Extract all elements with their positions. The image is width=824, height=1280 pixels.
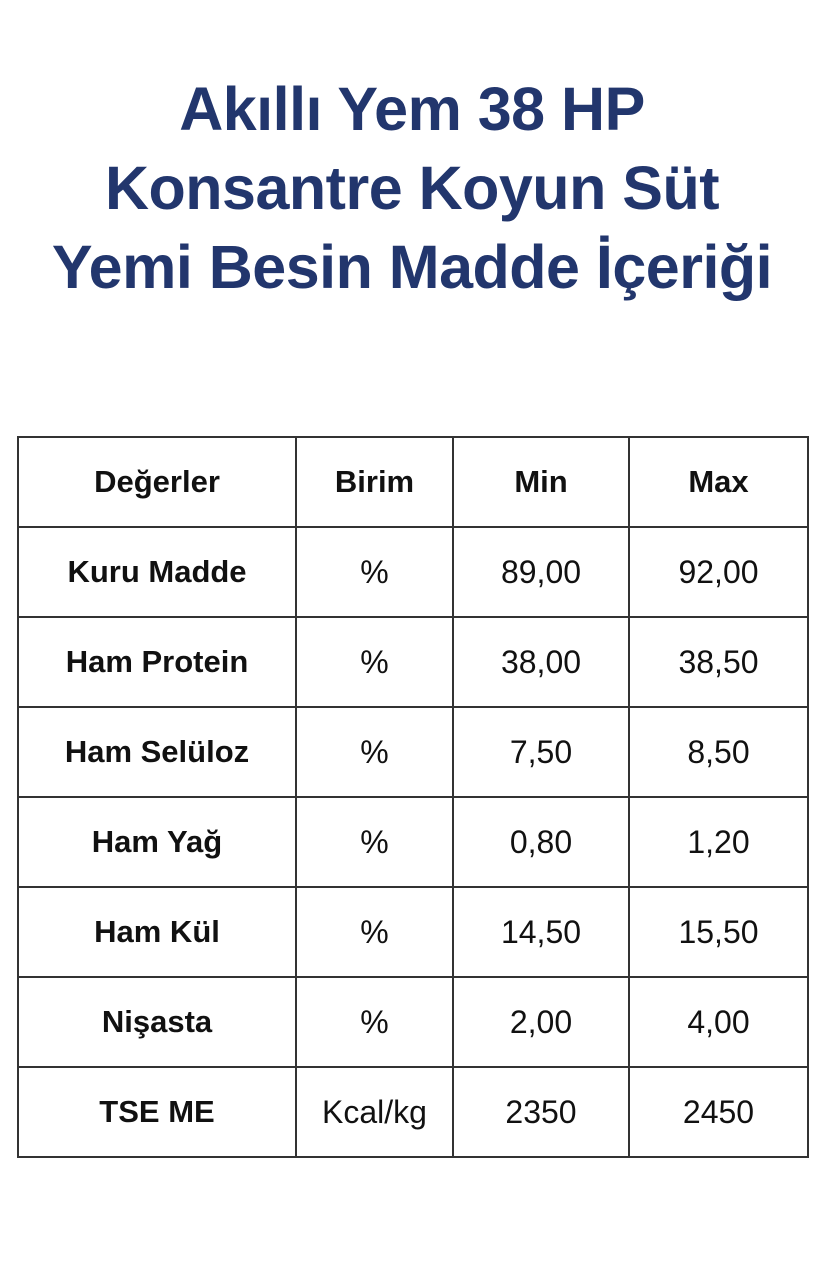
row-max: 4,00 — [628, 976, 809, 1068]
row-unit: % — [295, 976, 454, 1068]
row-max: 38,50 — [628, 616, 809, 708]
page-title-line-2: Konsantre Koyun Süt — [104, 154, 720, 222]
row-label: Ham Yağ — [17, 796, 297, 888]
table-row: Ham Protein % 38,00 38,50 — [17, 616, 809, 708]
row-label: Nişasta — [17, 976, 297, 1068]
table-row: TSE ME Kcal/kg 2350 2450 — [17, 1066, 809, 1158]
page-title: Akıllı Yem 38 HP Konsantre Koyun Süt Yem… — [0, 70, 824, 307]
nutrition-table: Değerler Birim Min Max Kuru Madde % 89,0… — [17, 436, 809, 1158]
table-row: Ham Yağ % 0,80 1,20 — [17, 796, 809, 888]
row-min: 89,00 — [452, 526, 630, 618]
nutrition-table-body: Kuru Madde % 89,00 92,00 Ham Protein % 3… — [17, 526, 809, 1158]
column-header-max: Max — [628, 436, 809, 528]
row-min: 7,50 — [452, 706, 630, 798]
row-label: TSE ME — [17, 1066, 297, 1158]
row-max: 1,20 — [628, 796, 809, 888]
row-max: 2450 — [628, 1066, 809, 1158]
row-min: 38,00 — [452, 616, 630, 708]
table-row: Ham Kül % 14,50 15,50 — [17, 886, 809, 978]
row-max: 15,50 — [628, 886, 809, 978]
table-row: Nişasta % 2,00 4,00 — [17, 976, 809, 1068]
row-unit: % — [295, 526, 454, 618]
table-row: Ham Selüloz % 7,50 8,50 — [17, 706, 809, 798]
row-max: 92,00 — [628, 526, 809, 618]
row-min: 2350 — [452, 1066, 630, 1158]
row-unit: % — [295, 796, 454, 888]
table-row: Kuru Madde % 89,00 92,00 — [17, 526, 809, 618]
row-label: Kuru Madde — [17, 526, 297, 618]
row-unit: % — [295, 616, 454, 708]
page-title-line-1: Akıllı Yem 38 HP — [179, 75, 645, 143]
nutrition-table-container: Değerler Birim Min Max Kuru Madde % 89,0… — [17, 436, 809, 1158]
column-header-degerler: Değerler — [17, 436, 297, 528]
row-label: Ham Kül — [17, 886, 297, 978]
row-label: Ham Selüloz — [17, 706, 297, 798]
table-header-row: Değerler Birim Min Max — [17, 436, 809, 528]
row-max: 8,50 — [628, 706, 809, 798]
column-header-birim: Birim — [295, 436, 454, 528]
row-unit: % — [295, 886, 454, 978]
page-title-line-3: Yemi Besin Madde İçeriği — [51, 233, 773, 301]
row-min: 14,50 — [452, 886, 630, 978]
row-unit: % — [295, 706, 454, 798]
row-label: Ham Protein — [17, 616, 297, 708]
row-min: 0,80 — [452, 796, 630, 888]
row-min: 2,00 — [452, 976, 630, 1068]
row-unit: Kcal/kg — [295, 1066, 454, 1158]
column-header-min: Min — [452, 436, 630, 528]
